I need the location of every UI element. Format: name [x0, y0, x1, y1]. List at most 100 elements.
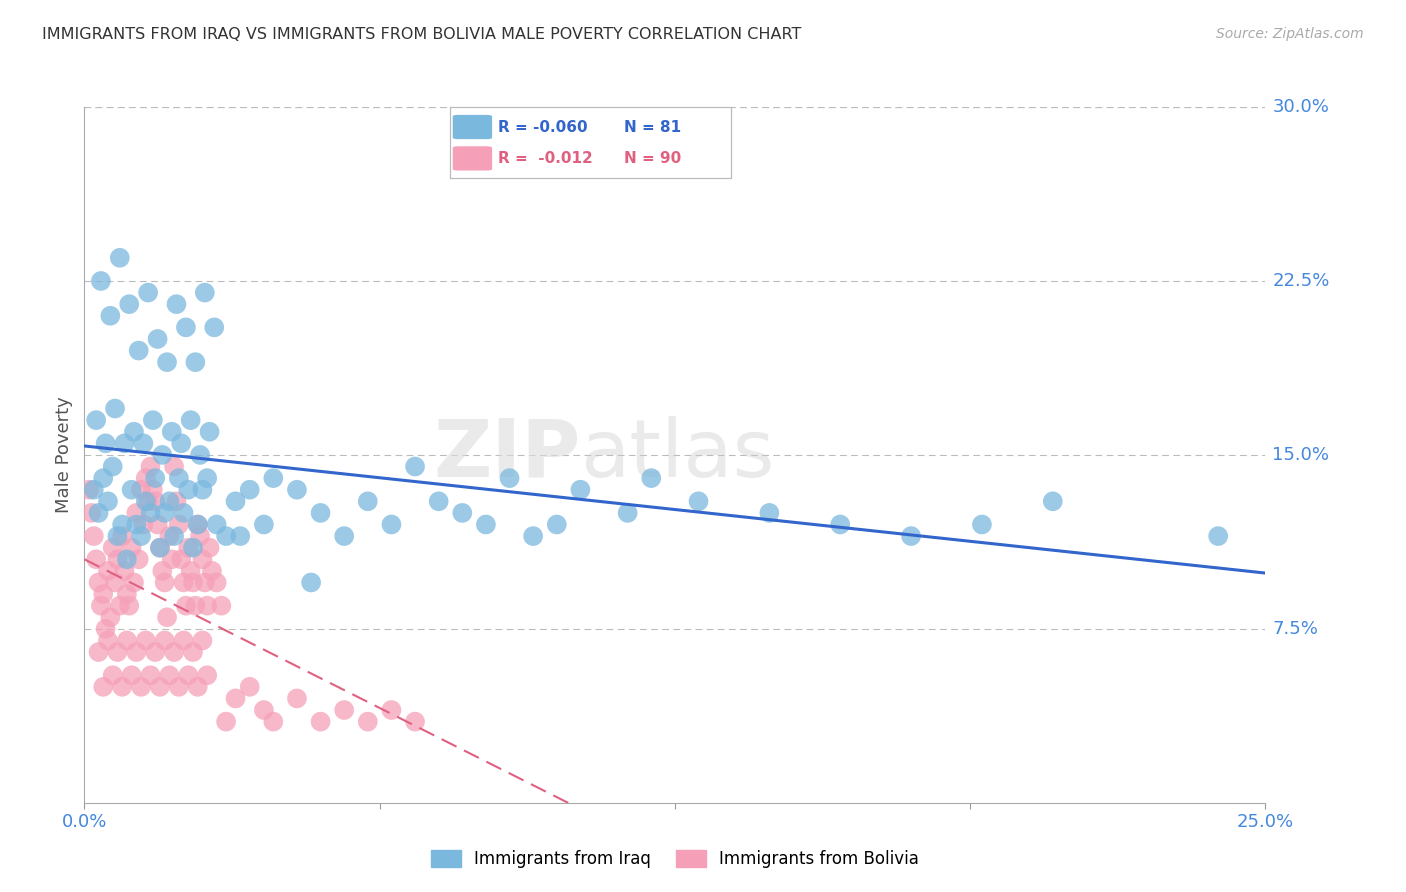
Point: [128, 343, 150, 358]
Point: [91, 680, 114, 694]
Point: [225, 494, 247, 508]
Point: [129, 529, 152, 543]
Point: [97, 633, 120, 648]
Point: [616, 506, 638, 520]
Point: [107, 645, 129, 659]
Point: [87, 575, 110, 590]
Point: [253, 703, 276, 717]
Point: [188, 529, 211, 543]
Point: [104, 575, 127, 590]
Point: [136, 494, 159, 508]
Point: [194, 285, 217, 300]
Point: [191, 633, 214, 648]
Point: [156, 610, 179, 624]
Point: [104, 401, 127, 416]
Point: [181, 645, 204, 659]
Point: [333, 703, 356, 717]
Point: [132, 517, 155, 532]
Text: IMMIGRANTS FROM IRAQ VS IMMIGRANTS FROM BOLIVIA MALE POVERTY CORRELATION CHART: IMMIGRANTS FROM IRAQ VS IMMIGRANTS FROM …: [42, 27, 801, 42]
Point: [90, 599, 112, 613]
Point: [167, 680, 190, 694]
FancyBboxPatch shape: [453, 146, 492, 170]
Point: [121, 668, 143, 682]
Point: [498, 471, 520, 485]
Point: [404, 714, 426, 729]
Point: [253, 517, 276, 532]
Point: [129, 483, 152, 497]
Point: [285, 691, 308, 706]
Point: [309, 506, 332, 520]
Point: [91, 471, 114, 485]
Point: [194, 575, 217, 590]
Point: [115, 552, 138, 566]
Point: [157, 668, 180, 682]
Point: [91, 587, 114, 601]
Point: [427, 494, 450, 508]
Point: [97, 494, 120, 508]
Point: [101, 668, 124, 682]
Point: [191, 552, 214, 566]
Point: [139, 459, 162, 474]
Text: N = 90: N = 90: [624, 151, 682, 166]
Point: [136, 285, 159, 300]
Point: [139, 506, 162, 520]
Point: [135, 633, 157, 648]
Point: [1206, 529, 1229, 543]
Point: [198, 541, 221, 555]
Point: [150, 564, 173, 578]
Point: [195, 471, 218, 485]
Point: [90, 274, 112, 288]
Point: [177, 483, 200, 497]
Point: [122, 425, 145, 439]
Point: [201, 564, 224, 578]
Point: [174, 320, 197, 334]
Point: [451, 506, 474, 520]
Point: [149, 541, 172, 555]
Point: [83, 529, 105, 543]
Point: [128, 552, 150, 566]
Text: Source: ZipAtlas.com: Source: ZipAtlas.com: [1216, 27, 1364, 41]
Point: [146, 332, 169, 346]
Point: [160, 552, 183, 566]
Point: [187, 517, 209, 532]
Point: [187, 680, 209, 694]
Point: [143, 471, 166, 485]
Point: [139, 668, 162, 682]
Point: [640, 471, 662, 485]
Point: [118, 297, 141, 311]
Point: [149, 541, 172, 555]
Point: [357, 494, 380, 508]
Point: [146, 517, 169, 532]
Point: [157, 494, 180, 508]
Point: [163, 529, 186, 543]
Point: [122, 575, 145, 590]
Text: N = 81: N = 81: [624, 120, 682, 135]
Legend: Immigrants from Iraq, Immigrants from Bolivia: Immigrants from Iraq, Immigrants from Bo…: [425, 843, 925, 875]
Point: [177, 668, 200, 682]
Point: [229, 529, 252, 543]
Point: [184, 599, 207, 613]
Point: [87, 645, 110, 659]
Point: [121, 541, 143, 555]
Point: [758, 506, 780, 520]
Point: [173, 633, 195, 648]
Point: [135, 494, 157, 508]
Point: [475, 517, 498, 532]
Point: [84, 413, 107, 427]
Point: [153, 633, 176, 648]
Point: [149, 680, 172, 694]
FancyBboxPatch shape: [453, 115, 492, 139]
Point: [98, 309, 121, 323]
Point: [143, 494, 166, 508]
Point: [114, 564, 136, 578]
Point: [163, 645, 186, 659]
Point: [215, 529, 238, 543]
Point: [688, 494, 710, 508]
Point: [111, 529, 134, 543]
Text: 22.5%: 22.5%: [1272, 272, 1330, 290]
Point: [111, 680, 134, 694]
Point: [150, 448, 173, 462]
Point: [77, 483, 100, 497]
Point: [153, 506, 176, 520]
Point: [84, 552, 107, 566]
